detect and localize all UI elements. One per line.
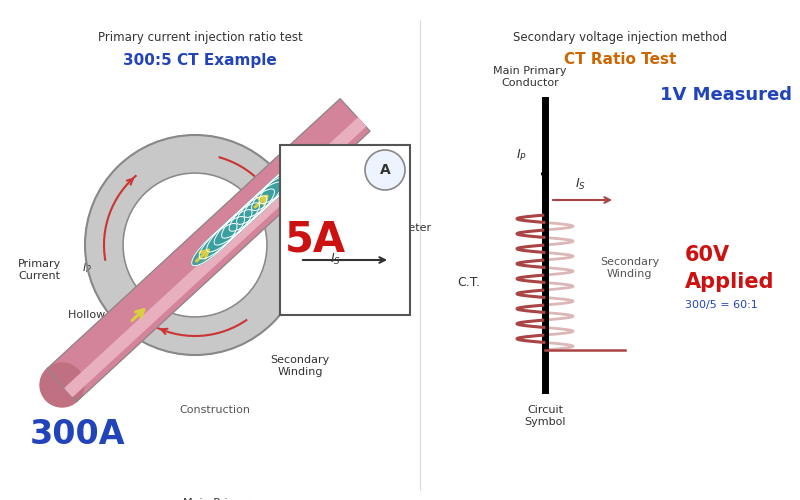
Ellipse shape	[199, 216, 245, 259]
Text: $I_P$: $I_P$	[82, 261, 92, 275]
Text: Primary current injection ratio test: Primary current injection ratio test	[98, 32, 302, 44]
Ellipse shape	[237, 182, 282, 224]
Circle shape	[85, 135, 305, 355]
Ellipse shape	[206, 210, 252, 252]
Polygon shape	[65, 118, 366, 396]
Text: $I_S$: $I_S$	[330, 252, 341, 267]
Text: Applied: Applied	[685, 272, 774, 292]
Text: Primary
Current: Primary Current	[18, 259, 62, 281]
Text: 300/5 = 60:1: 300/5 = 60:1	[685, 300, 758, 310]
Circle shape	[123, 173, 267, 317]
Ellipse shape	[222, 196, 267, 238]
Circle shape	[365, 150, 405, 190]
Text: Circuit
Symbol: Circuit Symbol	[524, 405, 566, 426]
Text: Secondary
Winding: Secondary Winding	[270, 355, 330, 376]
Ellipse shape	[214, 202, 259, 245]
Text: Main Primary
Conductor: Main Primary Conductor	[183, 498, 257, 500]
Text: $I_S$: $I_S$	[574, 177, 586, 192]
Text: C.T.: C.T.	[457, 276, 480, 288]
Text: Secondary
Winding: Secondary Winding	[600, 257, 659, 279]
Text: 300A: 300A	[30, 418, 126, 452]
Ellipse shape	[244, 175, 290, 218]
Ellipse shape	[229, 189, 274, 232]
Text: 300:5 CT Example: 300:5 CT Example	[123, 52, 277, 68]
Text: Secondary voltage injection method: Secondary voltage injection method	[513, 32, 727, 44]
Text: $I_P$: $I_P$	[516, 148, 527, 162]
Ellipse shape	[259, 162, 305, 203]
Circle shape	[40, 363, 84, 407]
Text: Ammeter: Ammeter	[380, 223, 432, 233]
Text: CT Ratio Test: CT Ratio Test	[564, 52, 676, 68]
Text: 60V: 60V	[685, 245, 730, 265]
Text: 5A: 5A	[285, 219, 346, 261]
FancyBboxPatch shape	[280, 145, 410, 315]
Ellipse shape	[251, 168, 297, 210]
Text: 1V Measured: 1V Measured	[660, 86, 792, 104]
Text: Main Primary
Conductor: Main Primary Conductor	[494, 66, 566, 88]
Text: Hollow Core: Hollow Core	[68, 310, 134, 320]
Ellipse shape	[192, 224, 237, 266]
Text: Construction: Construction	[179, 405, 250, 415]
Polygon shape	[47, 99, 370, 401]
Text: A: A	[380, 163, 390, 177]
